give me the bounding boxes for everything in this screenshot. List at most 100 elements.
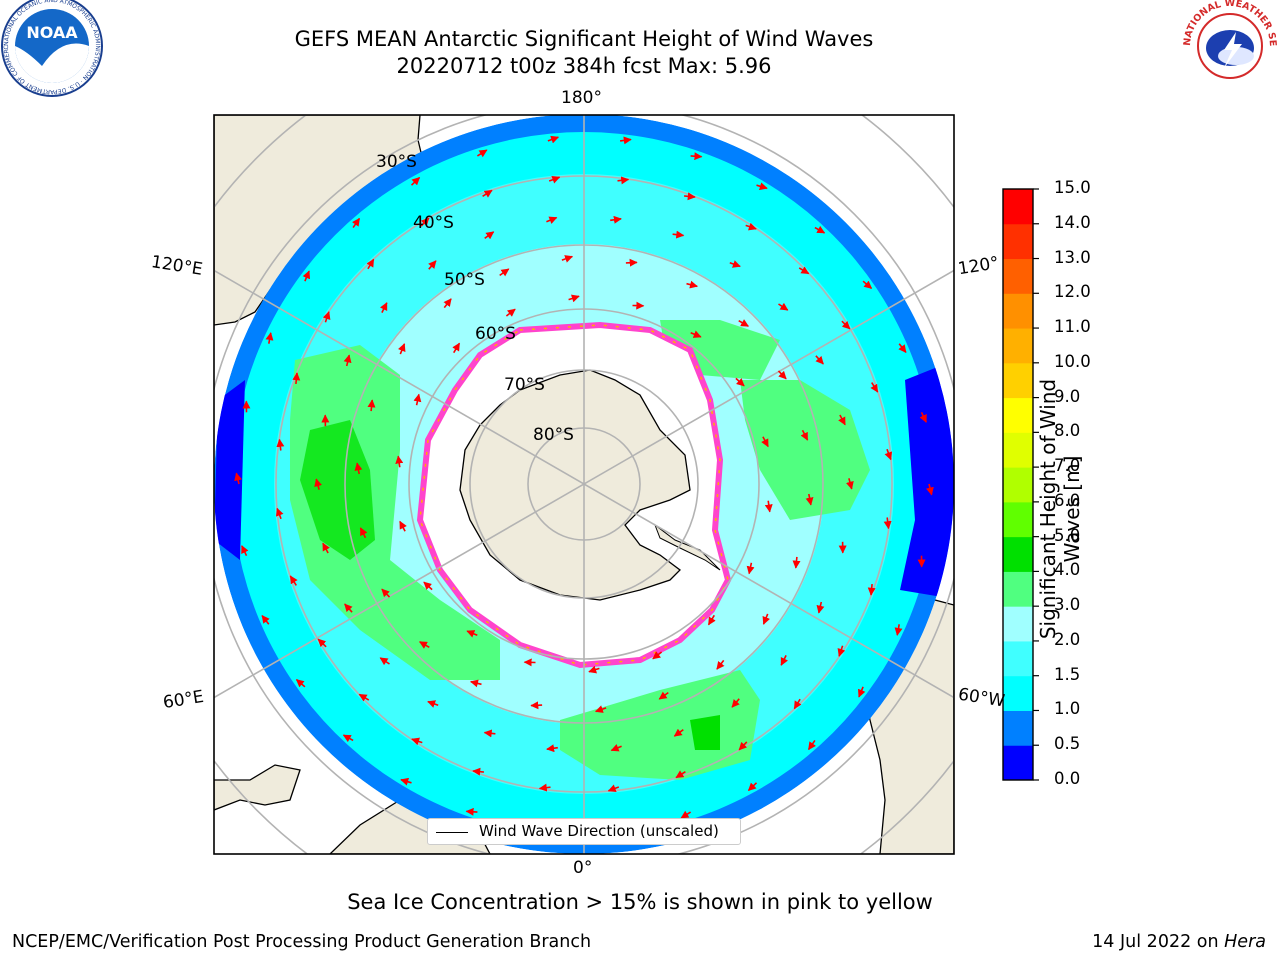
wave-direction-arrow [546,216,558,224]
wave-direction-arrow [610,215,622,224]
colorbar-tick-label: 11.0 [1054,317,1091,337]
wave-direction-arrow [756,182,768,191]
wave-direction-arrow [735,377,745,387]
wave-direction-arrow [837,645,846,657]
colorbar-tick-label: 0.5 [1054,734,1081,754]
map-frame [213,114,955,855]
wave-direction-arrow [594,705,607,713]
footer-credit: NCEP/EMC/Verification Post Processing Pr… [12,932,592,952]
wave-direction-arrow [686,280,698,289]
lat-label-30s: 30°S [376,152,417,172]
footer-date-prefix: 14 Jul 2022 on [1092,932,1225,952]
wave-direction-arrow [815,355,824,365]
lat-label-40s: 40°S [413,213,454,233]
colorbar-segment [1003,606,1033,642]
wave-direction-arrow [530,701,543,710]
wave-direction-arrow [234,472,242,485]
wave-direction-arrow [675,770,686,779]
wave-direction-arrow [314,478,323,490]
colorbar-title-line2: Waves [m] [1060,455,1084,563]
wave-direction-arrow [729,260,741,268]
wave-direction-arrow [322,311,331,323]
wave-direction-arrow [354,462,363,475]
wave-direction-arrow [838,414,846,426]
wave-direction-arrow [764,500,773,513]
footer-host: Hera [1224,932,1266,952]
wave-direction-arrow [841,320,851,330]
wave-direction-arrow [344,603,353,613]
colorbar-segment [1003,710,1033,746]
wave-direction-arrow [731,698,740,708]
wave-direction-arrow [807,739,816,751]
colorbar-segment [1003,432,1033,468]
wave-direction-arrow [747,782,758,791]
wave-direction-arrow [505,308,516,317]
colorbar-segment [1003,571,1033,607]
wave-direction-arrow [926,483,934,496]
colorbar-tick-label: 0.0 [1054,769,1081,788]
colorbar-segment [1003,640,1033,677]
colorbar-segment [1003,189,1033,225]
colorbar-tick-label: 7.0 [1054,456,1081,476]
wave-direction-arrow [484,231,495,240]
wave-direction-arrow [738,741,748,751]
wave-direction-arrow [411,737,423,746]
wave-direction-arrow [561,255,574,263]
wave-direction-arrow [814,225,826,234]
wave-direction-arrow [707,614,716,626]
wave-direction-arrow [381,588,391,598]
wave-direction-arrow [275,507,284,520]
colorbar-segment [1003,328,1033,364]
colorbar-tick-label: 14.0 [1054,212,1091,232]
wave-direction-arrow [883,517,892,530]
wave-direction-arrow [588,665,600,674]
wave-direction-arrow [690,330,702,338]
wave-direction-arrow [778,302,789,311]
wave-direction-arrow [745,222,757,231]
colorbar-segment [1003,258,1033,294]
wave-direction-arrow [413,393,422,406]
wave-direction-arrow [607,784,620,793]
colorbar-segment [1003,467,1033,503]
colorbar-tick-label: 8.0 [1054,421,1081,441]
colorbar-segment [1003,675,1033,711]
wave-direction-arrow [780,655,788,666]
wave-direction-arrow [423,581,433,591]
deep-low-east [900,360,954,600]
map-legend: Wind Wave Direction (unscaled) [427,818,741,845]
wave-direction-arrow [366,258,375,270]
colorbar-tick-label: 6.0 [1054,490,1081,510]
wave-direction-arrow [317,638,327,648]
colorbar-title: Significant Height of Wind Waves [m] [1036,359,1084,659]
wave-direction-arrow [261,614,270,625]
wave-direction-arrow [499,268,510,277]
sea-ice-note-text: Sea Ice Concentration > 15% is shown in … [347,890,933,914]
wave-direction-arrow [800,429,809,441]
wave-direction-arrow [482,189,493,198]
wave-field-south-core [690,715,720,750]
wave-direction-arrow [322,542,330,554]
wave-direction-arrow [792,556,801,569]
wave-direction-arrow [367,399,376,412]
wave-direction-arrow [625,258,638,267]
wave-direction-arrow [816,601,825,614]
wave-direction-arrow [419,641,430,649]
legend-label: Wind Wave Direction (unscaled) [479,822,719,840]
sea-ice-edge-inner [419,324,729,666]
legend-line-swatch [436,832,468,833]
wave-direction-arrow [395,455,404,468]
wave-direction-arrow [359,527,368,539]
wave-field-west-core [300,420,375,560]
nws-logo: NATIONAL WEATHER SERVICE [1182,0,1278,92]
colorbar-segment [1003,745,1033,781]
wave-direction-arrow [546,744,558,753]
wave-direction-arrow [379,657,390,666]
colorbar-title-line1: Significant Height of Wind [1036,378,1060,640]
wave-direction-arrow [672,230,685,239]
wave-direction-arrow [761,436,769,448]
wave-direction-arrow [547,135,560,144]
wave-direction-arrow [538,783,551,792]
lon-label-180: 180° [561,88,602,108]
